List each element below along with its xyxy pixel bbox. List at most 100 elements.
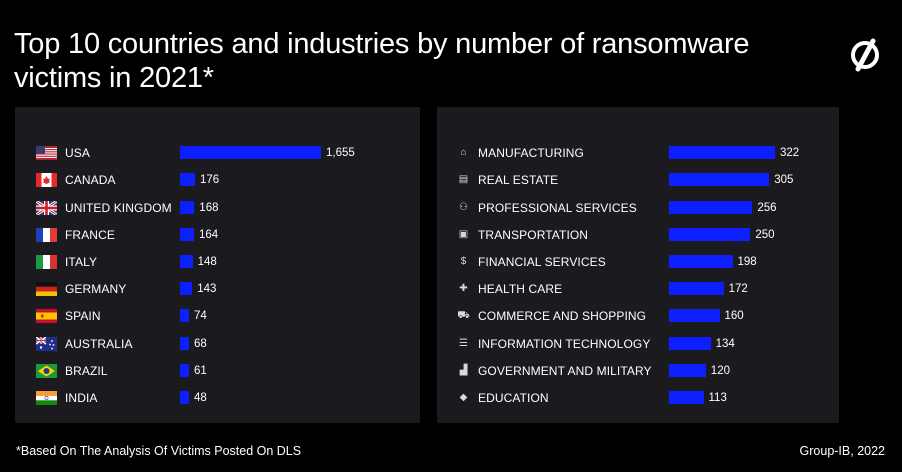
value-label: 256	[757, 202, 777, 214]
category-label: GERMANY	[65, 282, 127, 296]
bar	[669, 173, 770, 186]
countries-chart-panel: USA 1,655 CANADA 176 UNITED KINGDOM 168 FRANCE…	[15, 107, 420, 423]
bar	[669, 146, 775, 159]
value-label: 250	[755, 229, 775, 241]
server-icon: ☰	[459, 338, 468, 349]
bar-row: UNITED KINGDOM 168	[15, 195, 420, 222]
value-label: 198	[737, 256, 757, 268]
bar-row: ◆ EDUCATION 113	[437, 385, 839, 412]
industries-chart-panel: ⌂ MANUFACTURING 322 ▤ REAL ESTATE 305 ⚇ PROFESS…	[437, 107, 839, 423]
bar-row: AUSTRALIA 68	[15, 331, 420, 358]
bar-row: SPAIN 74	[15, 303, 420, 330]
bar	[180, 282, 193, 295]
bar-row: BRAZIL 61	[15, 358, 420, 385]
category-label: INFORMATION TECHNOLOGY	[478, 337, 651, 351]
flag-es-icon	[36, 309, 57, 323]
flag-us-icon	[36, 146, 57, 160]
category-label: USA	[65, 146, 90, 160]
bar-row: USA 1,655	[15, 140, 420, 167]
bar-row: FRANCE 164	[15, 222, 420, 249]
value-label: 48	[194, 392, 207, 404]
value-label: 120	[710, 365, 730, 377]
category-label: MANUFACTURING	[478, 146, 584, 160]
factory-icon: ⌂	[460, 147, 467, 158]
flag-gb-icon	[36, 201, 57, 215]
bar	[669, 337, 711, 350]
bar-row: ⌂ MANUFACTURING 322	[437, 140, 839, 167]
medical-icon: ✚	[459, 283, 468, 294]
value-label: 164	[199, 229, 219, 241]
bar	[669, 255, 733, 268]
value-label: 134	[715, 338, 735, 350]
bar	[180, 255, 193, 268]
category-label: BRAZIL	[65, 364, 108, 378]
flag-it-icon	[36, 255, 57, 269]
category-label: AUSTRALIA	[65, 337, 133, 351]
value-label: 143	[197, 283, 217, 295]
flag-de-icon	[36, 282, 57, 296]
flag-au-icon	[36, 337, 57, 351]
bar-row: ⚇ PROFESSIONAL SERVICES 256	[437, 195, 839, 222]
value-label: 74	[194, 310, 207, 322]
building-icon: ▤	[458, 174, 469, 185]
government-icon: ▟	[459, 365, 468, 376]
value-label: 68	[194, 338, 207, 350]
truck-icon: ▣	[458, 229, 469, 240]
bar	[669, 391, 704, 404]
bar	[180, 173, 195, 186]
value-label: 148	[197, 256, 217, 268]
bar-row: ▣ TRANSPORTATION 250	[437, 222, 839, 249]
bar	[669, 309, 720, 322]
category-label: ITALY	[65, 255, 98, 269]
bar	[180, 146, 321, 159]
value-label: 113	[708, 392, 727, 404]
group-ib-logo-icon	[851, 38, 879, 72]
bar	[669, 228, 751, 241]
bar-row: GERMANY 143	[15, 276, 420, 303]
dollar-icon: $	[460, 256, 467, 267]
bar-row: ✚ HEALTH CARE 172	[437, 276, 839, 303]
bar	[669, 201, 753, 214]
bar-row: INDIA 48	[15, 385, 420, 412]
bar-row: CANADA 176	[15, 167, 420, 194]
bar	[180, 228, 194, 241]
bar	[180, 309, 189, 322]
value-label: 1,655	[326, 147, 355, 159]
flag-fr-icon	[36, 228, 57, 242]
chart-title: Top 10 countries and industries by numbe…	[14, 28, 750, 94]
category-label: TRANSPORTATION	[478, 228, 589, 242]
bar	[180, 364, 189, 377]
cart-icon: ⛟	[457, 310, 470, 321]
bar	[180, 337, 189, 350]
category-label: SPAIN	[65, 309, 101, 323]
category-label: EDUCATION	[478, 391, 549, 405]
value-label: 172	[728, 283, 748, 295]
category-label: INDIA	[65, 391, 98, 405]
bar	[180, 201, 195, 214]
category-label: HEALTH CARE	[478, 282, 563, 296]
category-label: PROFESSIONAL SERVICES	[478, 201, 637, 215]
source-credit: Group-IB, 2022	[799, 444, 885, 458]
bar	[180, 391, 189, 404]
bar	[669, 364, 706, 377]
value-label: 176	[200, 174, 220, 186]
flag-br-icon	[36, 364, 57, 378]
value-label: 305	[774, 174, 794, 186]
bar-row: ⛟ COMMERCE AND SHOPPING 160	[437, 303, 839, 330]
bar-row: ITALY 148	[15, 249, 420, 276]
people-icon: ⚇	[459, 202, 468, 213]
category-label: COMMERCE AND SHOPPING	[478, 309, 647, 323]
category-label: REAL ESTATE	[478, 173, 559, 187]
flag-ca-icon	[36, 173, 57, 187]
graduation-cap-icon: ◆	[459, 392, 468, 403]
bar	[669, 282, 724, 295]
bar-row: $ FINANCIAL SERVICES 198	[437, 249, 839, 276]
value-label: 322	[780, 147, 800, 159]
category-label: FINANCIAL SERVICES	[478, 255, 606, 269]
category-label: CANADA	[65, 173, 116, 187]
bar-row: ☰ INFORMATION TECHNOLOGY 134	[437, 331, 839, 358]
footnote: *Based On The Analysis Of Victims Posted…	[16, 444, 302, 458]
category-label: UNITED KINGDOM	[65, 201, 172, 215]
bar-row: ▤ REAL ESTATE 305	[437, 167, 839, 194]
value-label: 168	[199, 202, 219, 214]
